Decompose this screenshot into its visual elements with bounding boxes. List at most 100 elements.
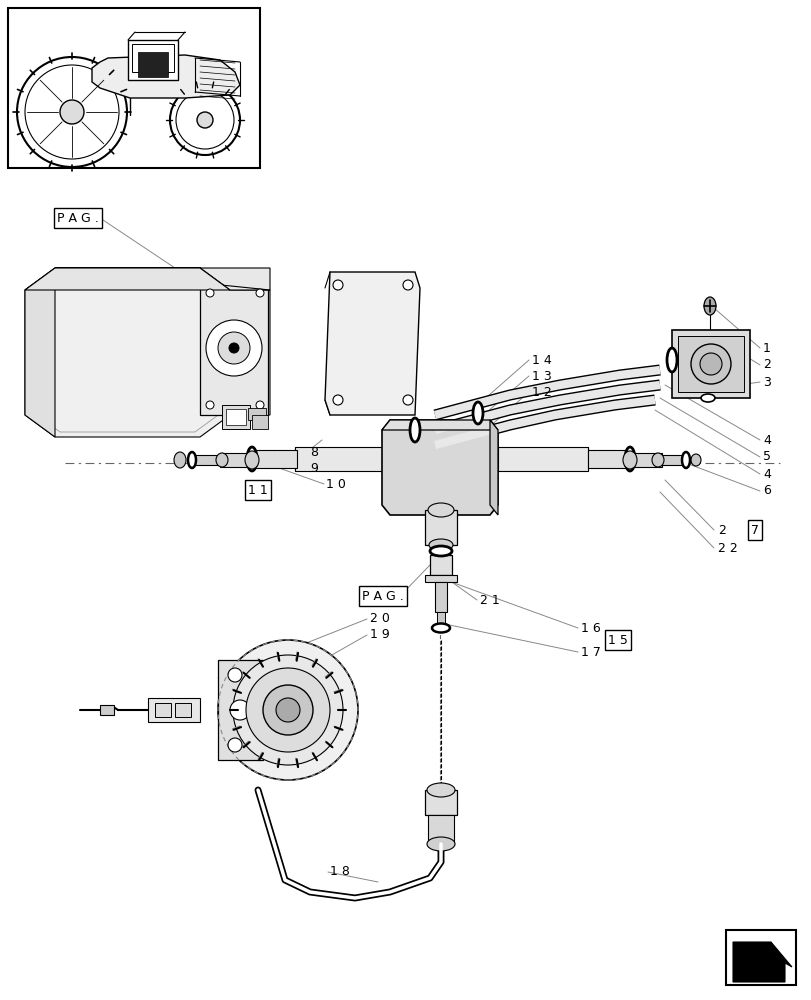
Bar [175,703,191,717]
Bar [430,555,452,575]
Polygon shape [732,942,791,982]
Circle shape [206,320,262,376]
Bar [497,447,587,471]
Circle shape [197,112,212,128]
Bar [435,582,446,612]
Bar [251,415,268,429]
Ellipse shape [188,452,195,468]
Circle shape [206,401,214,409]
Bar [587,450,627,468]
Circle shape [60,100,84,124]
Bar [427,815,453,845]
Text: 3: 3 [762,375,770,388]
Ellipse shape [428,539,453,551]
Bar [424,790,457,815]
Ellipse shape [247,447,257,471]
Text: 4: 4 [762,434,770,446]
Circle shape [402,395,413,405]
Text: 1 0: 1 0 [325,478,345,490]
Bar [220,453,251,467]
Text: 5: 5 [762,450,770,464]
Circle shape [17,57,127,167]
Ellipse shape [624,447,634,471]
Circle shape [333,280,342,290]
Ellipse shape [427,503,453,517]
Text: 1: 1 [762,342,770,355]
Bar [672,330,749,398]
Bar [221,405,250,429]
Text: 1 3: 1 3 [531,369,551,382]
Circle shape [255,289,264,297]
Bar [659,455,683,465]
Polygon shape [324,272,419,415]
Polygon shape [381,420,497,515]
Text: 1 1: 1 1 [248,484,268,496]
Ellipse shape [690,454,700,466]
Ellipse shape [427,783,454,797]
Bar [138,52,168,77]
Circle shape [230,700,250,720]
Polygon shape [55,268,270,290]
Circle shape [169,85,240,155]
Circle shape [217,332,250,364]
Polygon shape [92,55,240,98]
Text: 1 6: 1 6 [581,621,600,634]
Ellipse shape [410,418,419,442]
Polygon shape [25,268,270,437]
Circle shape [699,353,721,375]
Text: 4: 4 [762,468,770,481]
Ellipse shape [622,451,636,469]
Circle shape [263,685,312,735]
Circle shape [690,344,730,384]
Circle shape [228,738,242,752]
Circle shape [229,343,238,353]
Bar [725,930,795,985]
Ellipse shape [681,452,689,468]
Text: 8: 8 [310,446,318,458]
Bar [247,408,266,420]
Text: 1 8: 1 8 [329,865,350,878]
Bar [424,510,457,545]
Text: 1 5: 1 5 [607,634,627,646]
Text: 1 4: 1 4 [531,354,551,366]
Bar [155,703,171,717]
Text: 1 2: 1 2 [531,385,551,398]
Text: 2: 2 [717,524,725,536]
Text: 2 2: 2 2 [717,542,737,554]
Text: 2 0: 2 0 [370,612,389,626]
Ellipse shape [666,348,676,372]
Ellipse shape [216,453,228,467]
Circle shape [276,698,299,722]
Polygon shape [25,268,230,290]
Text: P A G .: P A G . [362,589,403,602]
Ellipse shape [430,546,452,556]
Circle shape [233,655,342,765]
Bar [217,660,263,760]
Bar [294,447,384,471]
Ellipse shape [245,451,259,469]
Ellipse shape [703,297,715,315]
Bar [100,705,114,715]
Text: P A G .: P A G . [57,212,99,225]
Circle shape [206,289,214,297]
Bar [631,453,661,467]
Polygon shape [424,575,457,582]
Text: 2 1: 2 1 [479,593,499,606]
Ellipse shape [473,402,483,424]
Circle shape [333,395,342,405]
Text: 1 7: 1 7 [581,646,600,658]
Circle shape [176,91,234,149]
Bar [255,450,297,468]
Bar [132,44,174,72]
Circle shape [255,401,264,409]
Polygon shape [128,40,178,80]
Ellipse shape [700,394,714,402]
Bar [436,612,444,627]
Bar [677,336,743,392]
Ellipse shape [431,624,449,632]
Bar [8,8,260,168]
Text: 7: 7 [750,524,758,536]
Bar [148,698,200,722]
Ellipse shape [174,452,186,468]
Circle shape [25,65,119,159]
